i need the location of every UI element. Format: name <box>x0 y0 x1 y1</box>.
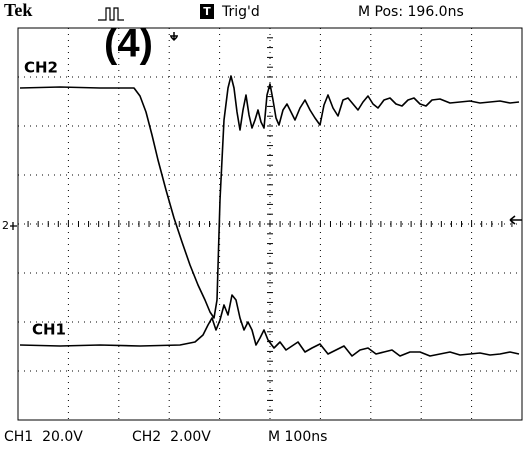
ch1-scale: CH1 20.0V <box>4 429 83 445</box>
time-scale: M 100ns <box>268 429 327 445</box>
graticule <box>17 27 523 421</box>
trigger-icon <box>98 7 124 21</box>
trigger-box <box>200 4 214 19</box>
trigger-status: Trig'd <box>221 4 260 20</box>
trigger-box-letter: T <box>203 5 211 18</box>
trigger-marker <box>170 32 178 42</box>
ch1-trace <box>19 294 520 357</box>
ch2-label: CH2 <box>24 59 58 77</box>
brand: Tek <box>4 0 32 20</box>
ch1-label: CH1 <box>32 321 66 339</box>
annotation: (4) <box>104 22 153 66</box>
ch2-scale: CH2 2.00V <box>132 429 211 445</box>
ch2-trace <box>19 75 520 319</box>
position: M Pos: 196.0ns <box>358 4 464 20</box>
ch2-marker-arrow <box>10 222 17 230</box>
ch2-marker: 2 <box>2 219 9 232</box>
trigger-level-arrow <box>509 215 522 225</box>
